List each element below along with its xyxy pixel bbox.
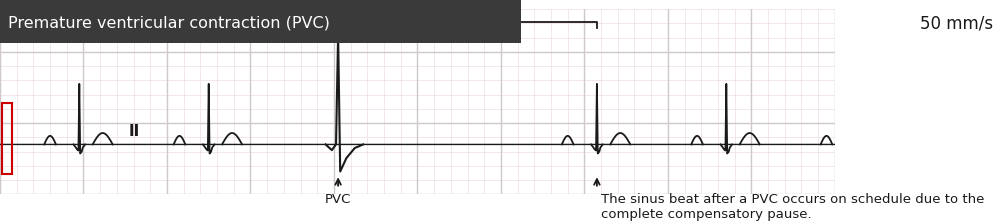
Text: The sinus beat after a PVC occurs on schedule due to the
complete compensatory p: The sinus beat after a PVC occurs on sch… — [601, 193, 984, 221]
Text: II: II — [129, 124, 140, 139]
Text: Premature ventricular contraction (PVC): Premature ventricular contraction (PVC) — [8, 16, 330, 31]
Bar — [2, 103, 12, 174]
Text: 2 RR intervals: 2 RR intervals — [356, 0, 449, 13]
Text: PVC: PVC — [325, 193, 351, 206]
Text: 1 RR interval: 1 RR interval — [101, 0, 187, 13]
Text: 50 mm/s: 50 mm/s — [920, 14, 993, 32]
